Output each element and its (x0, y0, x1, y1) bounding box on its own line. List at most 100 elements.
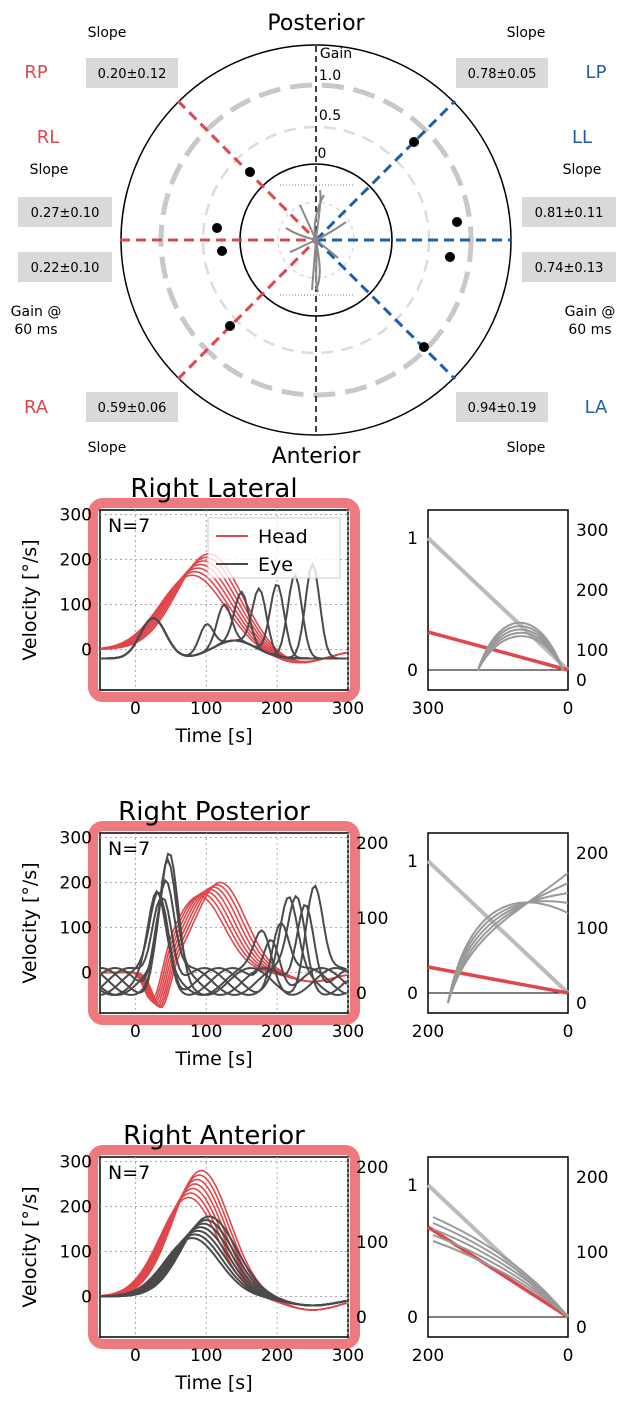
n-annotation: N=7 (108, 1162, 150, 1184)
side-right-tick: 0 (576, 994, 587, 1014)
ll-gain-box (522, 252, 616, 282)
rl-slope-value: 0.27±0.10 (31, 206, 100, 221)
side-fit-line (427, 965, 569, 995)
eye-trace (99, 857, 348, 997)
eye-traces (99, 852, 348, 997)
x-tick-label: 300 (332, 1346, 364, 1366)
side-right-tick: 100 (576, 641, 608, 661)
polar-panel: Gain 1.0 0.5 0 Posterior Anterior RP RL … (11, 11, 616, 469)
side-left-tick: 0 (407, 1308, 418, 1328)
y-tick-label: 200 (60, 874, 92, 894)
velocity-row-3: 0 100 200 300 300 200 100 0 200 100 0 Right Anterio… (19, 1121, 608, 1394)
x-axis-label: Time [s] (174, 725, 252, 747)
ll-gain-dot-1 (452, 217, 462, 227)
x-tick-label: 0 (130, 1346, 141, 1366)
side-right-tick: 0 (576, 671, 587, 691)
slope-label-ra: Slope (88, 440, 127, 456)
ll-label: LL (572, 127, 592, 148)
x-tick-label: 300 (332, 1022, 364, 1042)
side-right-tick: 200 (576, 1168, 608, 1188)
slope-label-la: Slope (507, 440, 546, 456)
panel-title: Right Anterior (123, 1121, 305, 1151)
side-x-tick: 300 (412, 699, 444, 719)
rl-label: RL (37, 127, 60, 148)
panel-title: Right Lateral (130, 474, 297, 504)
gain60-left-line2: 60 ms (14, 322, 57, 338)
side-left-tick: 0 (407, 984, 418, 1004)
side-right-tick: 100 (576, 1243, 608, 1263)
la-label: LA (585, 397, 608, 418)
n-annotation: N=7 (108, 515, 150, 537)
y-axis-label: Velocity [°/s] (19, 862, 41, 983)
side-left-tick: 0 (407, 661, 418, 681)
head-trace (99, 1169, 347, 1311)
slope-label-ll: Slope (563, 162, 602, 178)
x-axis-label: Time [s] (174, 1372, 252, 1394)
x-tick-label: 100 (190, 1346, 222, 1366)
lp-gain-dot (409, 137, 419, 147)
head-trace (100, 881, 347, 1009)
y-axis-label: Velocity [°/s] (19, 539, 41, 660)
y-tick-label: 300 (60, 829, 92, 849)
right-y-tick-label: 100 (356, 1233, 388, 1253)
eye-trace (100, 1215, 347, 1307)
panel-highlight-frame (88, 821, 360, 1025)
rp-gain-dot (245, 167, 255, 177)
central-traces (285, 189, 347, 293)
side-right-tick: 100 (576, 919, 608, 939)
rl-slope-box (18, 197, 112, 227)
ll-gain-dot-2 (445, 252, 455, 262)
posterior-label: Posterior (267, 11, 365, 36)
eye-trace (99, 898, 347, 995)
rl-gain-dot-2 (217, 246, 227, 256)
right-y-tick-label: 0 (356, 1308, 367, 1328)
main-plot-area (99, 1156, 349, 1338)
x-tick-label: 100 (190, 1022, 222, 1042)
ll-slope-box (522, 197, 616, 227)
ra-value: 0.59±0.06 (98, 401, 167, 416)
lp-axis (314, 99, 457, 242)
eye-traces (99, 1215, 347, 1307)
legend-eye-label: Eye (258, 554, 293, 576)
x-axis-label: Time [s] (174, 1048, 252, 1070)
side-x-tick: 200 (412, 1346, 444, 1366)
la-axis (314, 238, 457, 381)
y-tick-label: 100 (60, 1243, 92, 1263)
side-right-tick: 0 (576, 1318, 587, 1338)
side-left-tick: 1 (407, 1176, 418, 1196)
legend: Head Eye (207, 517, 341, 579)
panel-title: Right Posterior (118, 797, 310, 827)
ra-label: RA (24, 397, 49, 418)
x-tick-label: 100 (190, 699, 222, 719)
n-annotation: N=7 (108, 838, 150, 860)
slope-label-rl: Slope (30, 162, 69, 178)
eye-trace (99, 852, 347, 997)
side-x-tick: 0 (563, 699, 574, 719)
anterior-label: Anterior (272, 444, 362, 469)
rp-value-box (86, 58, 178, 88)
y-tick-label: 100 (60, 596, 92, 616)
x-tick-label: 0 (130, 1022, 141, 1042)
x-tick-label: 0 (130, 699, 141, 719)
side-loop (447, 901, 569, 1004)
side-plot-area (427, 509, 569, 691)
right-y-tick-label: 200 (356, 1158, 388, 1178)
y-tick-label: 300 (60, 1153, 92, 1173)
side-x-tick: 200 (412, 1022, 444, 1042)
lp-value: 0.78±0.05 (468, 67, 537, 82)
side-left-tick: 1 (407, 529, 418, 549)
rl-gain-box (18, 252, 112, 282)
side-loops (432, 1216, 569, 1318)
lp-label: LP (586, 62, 607, 83)
side-left-tick: 1 (407, 852, 418, 872)
ra-gain-dot (225, 321, 235, 331)
ll-gain-value: 0.74±0.13 (535, 261, 604, 276)
side-right-tick: 300 (576, 521, 608, 541)
side-unity-line (426, 859, 570, 995)
x-tick-label: 200 (261, 699, 293, 719)
y-tick-label: 0 (81, 964, 92, 984)
eye-traces (100, 561, 347, 660)
